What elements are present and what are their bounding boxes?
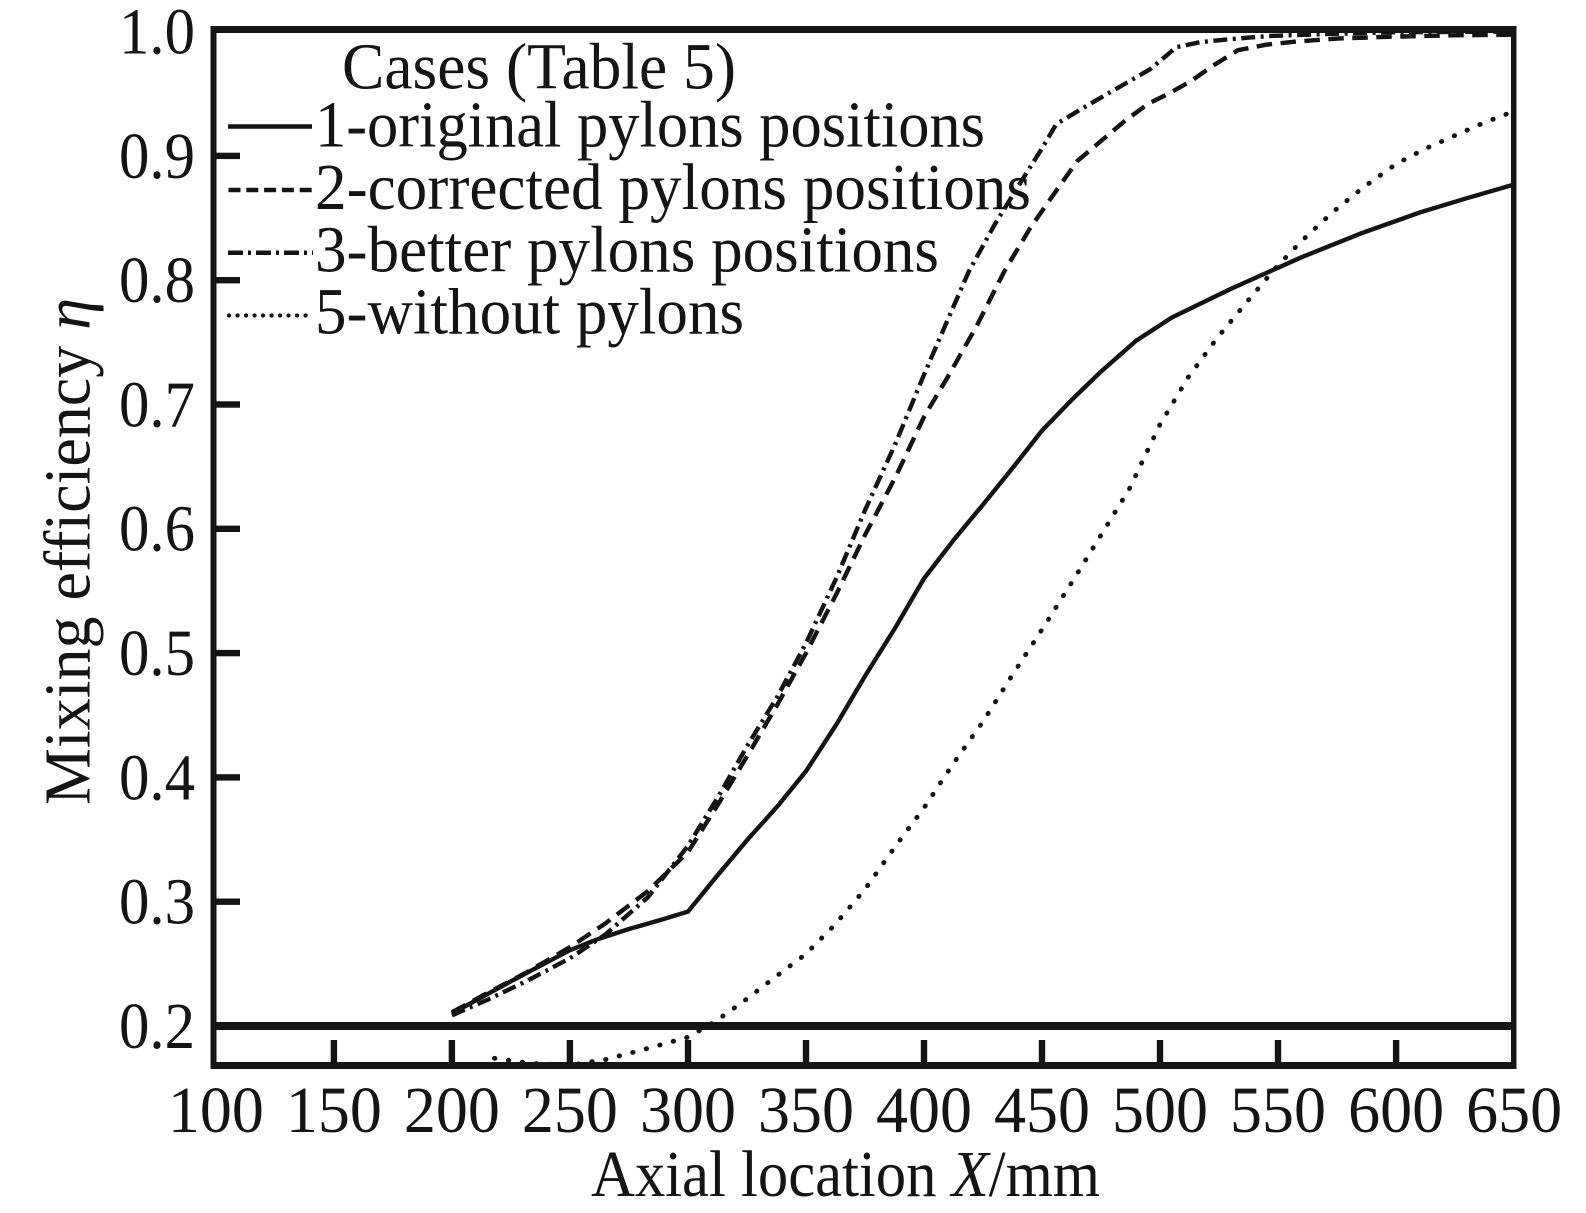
svg-text:0.8: 0.8	[119, 244, 195, 317]
svg-text:450: 450	[994, 1074, 1090, 1147]
svg-text:0.9: 0.9	[119, 120, 195, 193]
svg-text:200: 200	[404, 1074, 500, 1147]
svg-text:Axial location X/mm: Axial location X/mm	[591, 1138, 1100, 1211]
svg-text:0.2: 0.2	[119, 990, 195, 1063]
svg-text:500: 500	[1112, 1074, 1208, 1147]
svg-text:0.6: 0.6	[119, 493, 195, 566]
svg-text:550: 550	[1230, 1074, 1326, 1147]
svg-text:0.5: 0.5	[119, 617, 195, 690]
svg-text:Cases (Table 5): Cases (Table 5)	[342, 31, 736, 104]
svg-text:0.7: 0.7	[119, 368, 195, 441]
svg-text:350: 350	[758, 1074, 854, 1147]
svg-text:100: 100	[168, 1074, 264, 1147]
svg-text:600: 600	[1348, 1074, 1444, 1147]
svg-text:2-corrected pylons positions: 2-corrected pylons positions	[315, 151, 1031, 224]
svg-text:250: 250	[522, 1074, 618, 1147]
svg-text:5-without pylons: 5-without pylons	[315, 276, 744, 349]
svg-text:1-original pylons positions: 1-original pylons positions	[315, 89, 985, 162]
svg-text:400: 400	[876, 1074, 972, 1147]
svg-text:300: 300	[640, 1074, 736, 1147]
svg-text:0.4: 0.4	[119, 741, 195, 814]
svg-text:650: 650	[1466, 1074, 1562, 1147]
svg-text:1.0: 1.0	[119, 0, 195, 69]
svg-text:3-better pylons positions: 3-better pylons positions	[315, 213, 939, 286]
svg-text:150: 150	[286, 1074, 382, 1147]
svg-text:Mixing efficiency η: Mixing efficiency η	[32, 298, 105, 805]
svg-text:0.3: 0.3	[119, 866, 195, 939]
